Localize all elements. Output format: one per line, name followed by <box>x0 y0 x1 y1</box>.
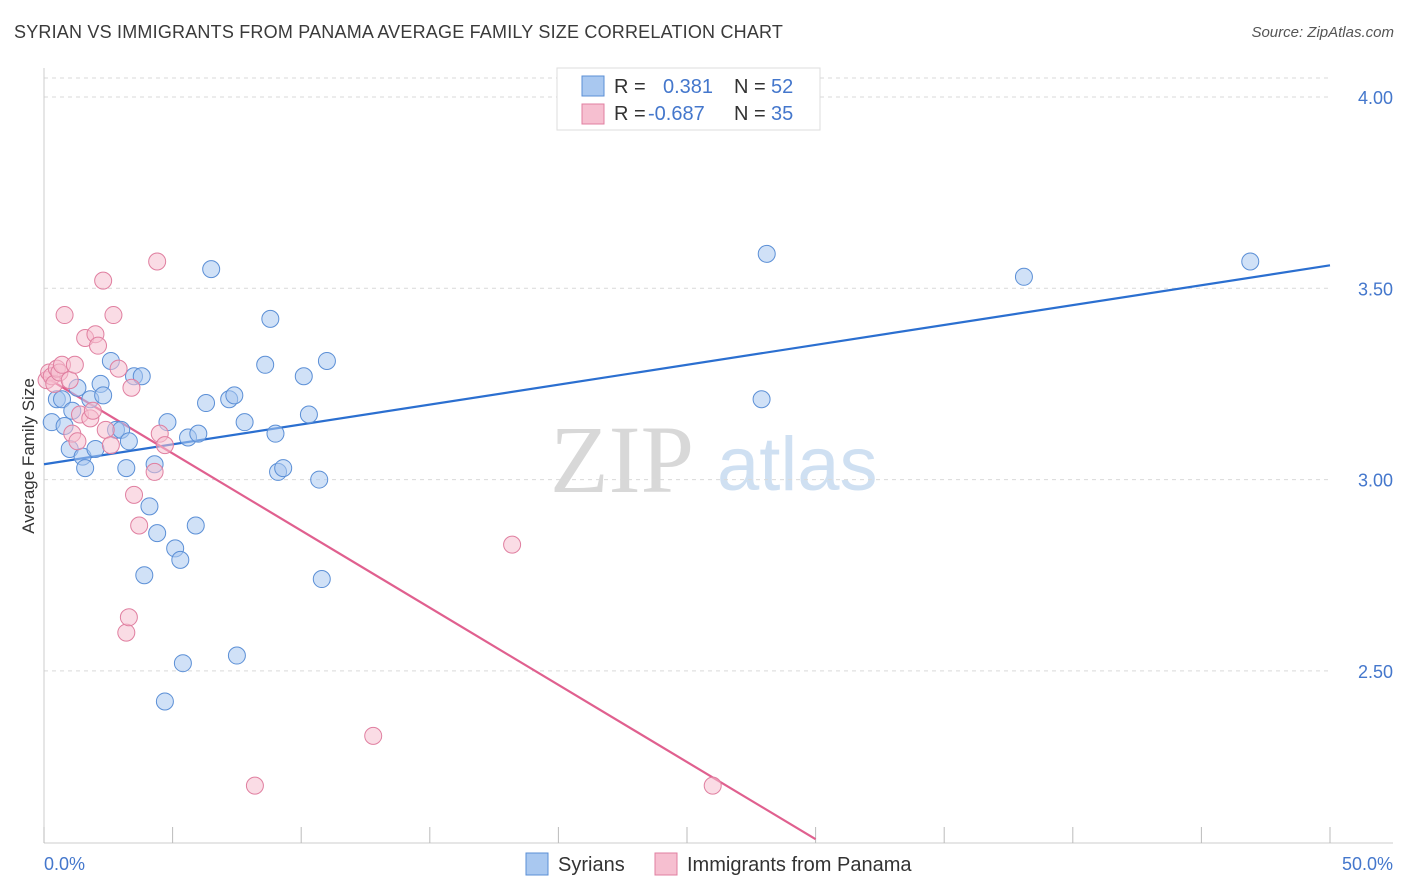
syrians-point <box>155 692 174 711</box>
syrians-point <box>256 355 275 374</box>
y-tick-label: 4.00 <box>1358 88 1393 108</box>
syrians-swatch <box>581 75 605 97</box>
panama-r-label: R = <box>614 103 646 125</box>
x-tick-label-max: 50.0% <box>1342 854 1393 874</box>
y-tick-label: 3.50 <box>1358 279 1393 299</box>
syrians-point <box>757 244 776 263</box>
syrians-point <box>171 550 190 569</box>
syrians-point <box>132 367 151 386</box>
legend-panama-swatch <box>654 852 678 876</box>
y-axis-title: Average Family Size <box>19 378 38 534</box>
x-tick-label-min: 0.0% <box>44 854 85 874</box>
panama-point <box>68 432 87 451</box>
panama-point <box>65 355 84 374</box>
panama-point <box>55 306 74 325</box>
syrians-point <box>225 386 244 405</box>
panama-point <box>119 608 138 627</box>
syrians-point <box>299 405 318 424</box>
source-credit: Source: ZipAtlas.com <box>1251 24 1394 41</box>
y-tick-label: 3.00 <box>1358 471 1393 491</box>
syrians-point <box>135 566 154 585</box>
syrians-trend-line <box>43 264 1331 466</box>
panama-point <box>89 336 108 355</box>
y-tick-label: 2.50 <box>1358 662 1393 682</box>
syrians-point <box>274 459 293 478</box>
panama-n-label: N = <box>734 103 766 125</box>
syrians-point <box>119 432 138 451</box>
legend-panama-label: Immigrants from Panama <box>687 854 912 876</box>
syrians-point <box>294 367 313 386</box>
syrians-point <box>202 260 221 279</box>
syrians-point <box>235 413 254 432</box>
syrians-point <box>94 386 113 405</box>
syrians-point <box>189 424 208 443</box>
panama-point <box>83 401 102 420</box>
panama-point <box>109 359 128 378</box>
syrians-point <box>53 390 72 409</box>
legend-syrians-swatch <box>525 852 549 876</box>
syrians-r-value: 0.381 <box>663 76 713 98</box>
stats-legend: R = 0.381 N = 52 R = -0.687 N = 35 <box>556 67 821 131</box>
panama-point <box>117 623 136 642</box>
panama-point <box>104 306 123 325</box>
panama-n-value: 35 <box>771 103 793 125</box>
panama-point <box>145 462 164 481</box>
syrians-point <box>310 470 329 489</box>
panama-point <box>101 436 120 455</box>
series-legend: Syrians Immigrants from Panama <box>525 852 912 876</box>
axes: 2.50 3.00 3.50 4.00 <box>43 68 1393 844</box>
watermark-atlas: atlas <box>717 422 878 507</box>
panama-point <box>130 516 149 535</box>
syrians-point <box>140 497 159 516</box>
panama-point <box>125 485 144 504</box>
legend-syrians-label: Syrians <box>558 854 625 876</box>
panama-point <box>96 420 115 439</box>
panama-r-value: -0.687 <box>648 103 705 125</box>
panama-point <box>122 378 141 397</box>
panama-point <box>148 252 167 271</box>
chart-title: SYRIAN VS IMMIGRANTS FROM PANAMA AVERAGE… <box>14 22 784 42</box>
trend-lines <box>43 264 1331 841</box>
panama-point <box>503 535 522 554</box>
panama-point <box>60 371 79 390</box>
watermark: ZIP atlas <box>550 406 878 513</box>
syrians-point <box>117 459 136 478</box>
panama-swatch <box>581 103 605 125</box>
syrians-point <box>173 654 192 673</box>
panama-point <box>94 271 113 290</box>
syrians-point <box>227 646 246 665</box>
panama-trend-line <box>43 375 817 841</box>
syrians-point <box>312 570 331 589</box>
watermark-zip: ZIP <box>550 406 694 513</box>
syrians-point <box>266 424 285 443</box>
syrians-point <box>261 309 280 328</box>
syrians-n-label: N = <box>734 76 766 98</box>
data-points <box>37 244 1260 795</box>
syrians-point <box>86 439 105 458</box>
syrians-point <box>1241 252 1260 271</box>
panama-point <box>364 726 383 745</box>
syrians-point <box>76 459 95 478</box>
syrians-n-value: 52 <box>771 76 793 98</box>
syrians-point <box>317 351 336 370</box>
panama-point <box>703 776 722 795</box>
gridlines <box>44 77 1330 672</box>
panama-point <box>155 436 174 455</box>
syrians-point <box>197 394 216 413</box>
syrians-point <box>752 390 771 409</box>
syrians-point <box>1014 267 1033 286</box>
panama-point <box>245 776 264 795</box>
syrians-r-label: R = <box>614 76 646 98</box>
syrians-point <box>186 516 205 535</box>
syrians-point <box>148 524 167 543</box>
